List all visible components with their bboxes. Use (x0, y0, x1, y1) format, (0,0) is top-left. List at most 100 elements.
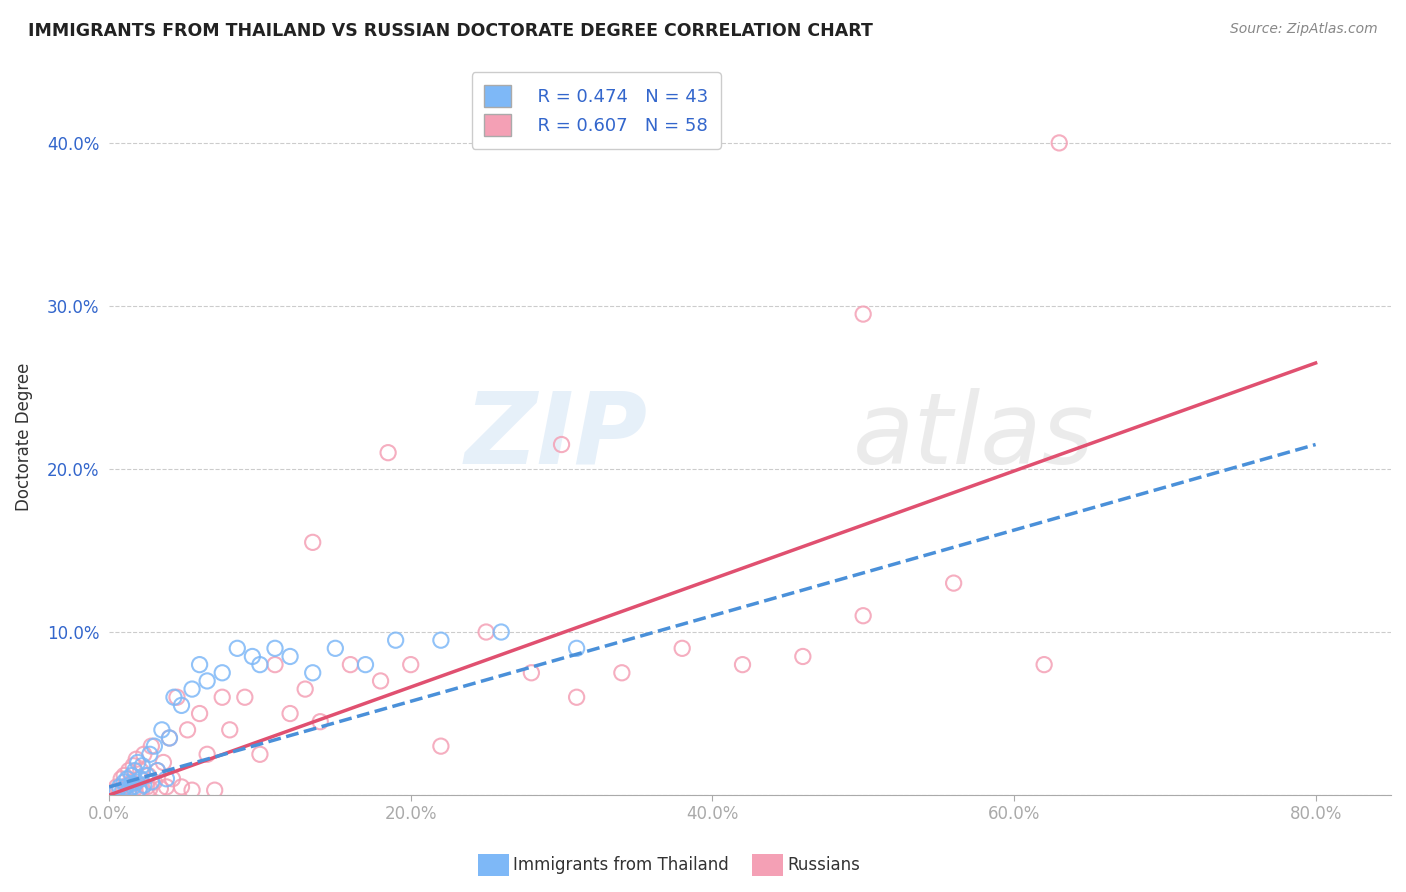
Point (475, 625, 498, 640)
Point (155, 780, 177, 794)
Point (112, 768, 135, 782)
Point (264, 641, 287, 656)
Point (132, 747, 155, 762)
Point (125, 775, 148, 789)
Point (121, 768, 143, 782)
Point (143, 775, 166, 789)
Point (159, 731, 181, 745)
Point (195, 747, 218, 762)
Point (399, 657, 422, 672)
Point (377, 445, 399, 459)
Point (249, 747, 271, 762)
Point (278, 706, 301, 721)
Point (489, 625, 512, 640)
Point (1033, 657, 1056, 672)
Text: Russians: Russians (787, 856, 860, 874)
Point (122, 758, 145, 772)
Point (115, 772, 138, 786)
Point (129, 772, 152, 786)
Point (852, 307, 875, 321)
Point (249, 657, 271, 672)
Point (127, 756, 149, 770)
Point (152, 756, 174, 770)
Point (139, 747, 162, 762)
Point (125, 752, 148, 766)
Point (226, 641, 249, 656)
Point (124, 764, 146, 778)
Point (146, 764, 169, 778)
Point (339, 657, 361, 672)
Point (195, 673, 218, 688)
Point (120, 781, 142, 796)
Point (141, 739, 163, 753)
Text: ZIP: ZIP (464, 388, 648, 485)
Point (110, 772, 132, 786)
Point (188, 657, 211, 672)
Point (124, 781, 146, 796)
Text: Immigrants from Thailand: Immigrants from Thailand (513, 856, 728, 874)
Point (170, 780, 193, 794)
Point (565, 690, 588, 705)
Point (323, 641, 346, 656)
Point (942, 576, 965, 591)
Point (852, 608, 875, 623)
Point (163, 690, 186, 705)
Point (610, 665, 633, 680)
Point (370, 673, 392, 688)
Point (242, 649, 264, 664)
Point (1047, 136, 1070, 150)
Point (294, 682, 316, 697)
Point (301, 535, 323, 549)
Point (181, 682, 204, 697)
Text: IMMIGRANTS FROM THAILAND VS RUSSIAN DOCTORATE DEGREE CORRELATION CHART: IMMIGRANTS FROM THAILAND VS RUSSIAN DOCT… (28, 22, 873, 40)
Point (121, 777, 143, 791)
Point (128, 783, 150, 797)
Point (131, 781, 153, 796)
Point (218, 723, 240, 737)
Point (278, 649, 301, 664)
Point (115, 778, 138, 792)
Point (354, 657, 377, 672)
Point (430, 739, 453, 753)
Point (520, 665, 543, 680)
Point (159, 731, 181, 745)
Point (105, 785, 128, 799)
Point (384, 633, 406, 648)
Point (108, 780, 131, 794)
Point (204, 783, 226, 797)
Point (162, 772, 184, 786)
Point (170, 698, 193, 713)
Point (136, 768, 159, 782)
Point (149, 781, 172, 796)
Point (139, 781, 162, 796)
Point (112, 775, 135, 789)
Point (128, 772, 150, 786)
Point (105, 780, 128, 794)
Point (114, 780, 136, 794)
Legend:   R = 0.474   N = 43,   R = 0.607   N = 58: R = 0.474 N = 43, R = 0.607 N = 58 (471, 72, 721, 149)
Point (146, 764, 169, 778)
Point (731, 657, 754, 672)
Point (129, 764, 152, 778)
Point (264, 657, 287, 672)
Point (166, 690, 188, 705)
Point (176, 723, 198, 737)
Point (132, 778, 155, 792)
Point (121, 775, 143, 789)
Point (301, 665, 323, 680)
Point (430, 633, 453, 648)
Text: Source: ZipAtlas.com: Source: ZipAtlas.com (1230, 22, 1378, 37)
Point (141, 775, 163, 789)
Point (122, 780, 145, 794)
Point (112, 781, 135, 796)
Point (211, 690, 233, 705)
Point (181, 783, 204, 797)
Point (118, 764, 141, 778)
Point (155, 772, 177, 786)
Point (550, 437, 572, 451)
Point (131, 758, 153, 772)
Point (118, 783, 141, 797)
Point (211, 665, 233, 680)
Point (103, 785, 125, 799)
Point (792, 649, 814, 664)
